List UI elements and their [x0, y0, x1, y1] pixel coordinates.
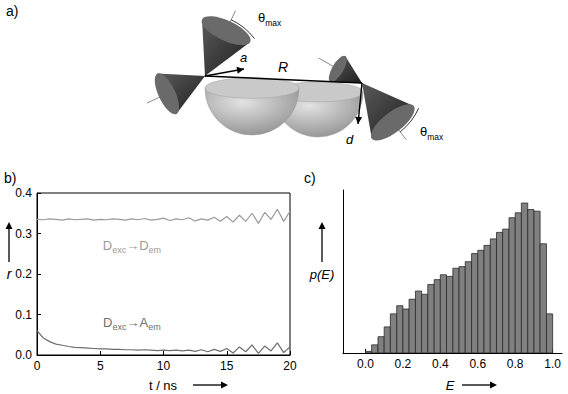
svg-text:R: R [278, 59, 288, 75]
svg-text:0.8: 0.8 [507, 357, 524, 371]
svg-text:a⃗: a⃗ [240, 50, 257, 65]
svg-text:0: 0 [34, 359, 41, 373]
svg-text:15: 15 [220, 359, 234, 373]
svg-text:→A: →A [126, 315, 148, 330]
svg-text:→D: →D [126, 238, 148, 253]
svg-text:5: 5 [97, 359, 104, 373]
svg-text:0.0: 0.0 [15, 348, 32, 362]
svg-text:E: E [446, 378, 455, 393]
svg-text:exc: exc [112, 322, 127, 332]
svg-text:b): b) [4, 170, 16, 186]
svg-text:t / ns: t / ns [149, 378, 178, 393]
svg-text:0.2: 0.2 [395, 357, 412, 371]
svg-text:θmax: θmax [258, 10, 282, 28]
svg-text:0.2: 0.2 [15, 267, 32, 281]
svg-text:D: D [103, 238, 112, 253]
svg-text:p(E): p(E) [309, 267, 335, 282]
svg-text:0.6: 0.6 [469, 357, 486, 371]
svg-text:exc: exc [112, 245, 127, 255]
svg-text:0.4: 0.4 [15, 186, 32, 200]
svg-text:0.4: 0.4 [432, 357, 449, 371]
svg-text:d⃗: d⃗ [346, 132, 363, 147]
svg-text:a): a) [6, 3, 18, 19]
svg-text:1.0: 1.0 [544, 357, 561, 371]
svg-text:10: 10 [157, 359, 171, 373]
svg-text:0.0: 0.0 [357, 357, 374, 371]
svg-text:em: em [149, 245, 162, 255]
svg-text:0.3: 0.3 [15, 227, 32, 241]
svg-text:r: r [7, 266, 13, 282]
svg-text:0.1: 0.1 [15, 308, 32, 322]
svg-text:em: em [148, 322, 161, 332]
svg-text:D: D [103, 315, 112, 330]
svg-text:c): c) [304, 170, 316, 186]
svg-text:20: 20 [283, 359, 297, 373]
svg-text:θmax: θmax [420, 124, 444, 142]
